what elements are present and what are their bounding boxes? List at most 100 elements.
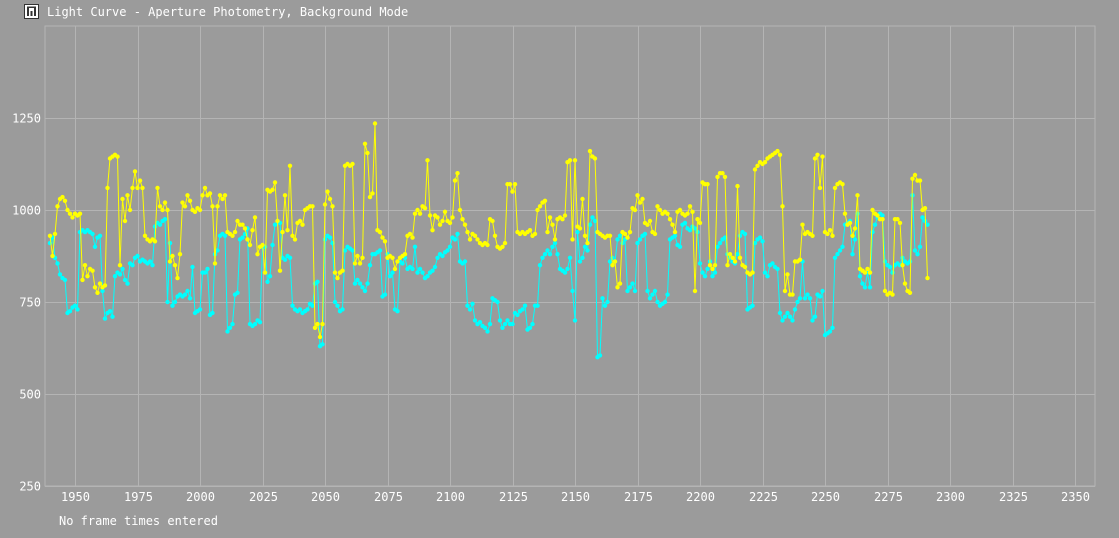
- data-point: [305, 307, 310, 312]
- data-point: [592, 218, 598, 224]
- data-point: [907, 290, 913, 295]
- data-point: [190, 264, 195, 270]
- data-point: [272, 180, 278, 185]
- data-point: [287, 163, 293, 168]
- data-point: [372, 121, 378, 126]
- data-point: [290, 233, 295, 238]
- data-point: [802, 296, 808, 301]
- data-point: [282, 193, 288, 198]
- data-point: [432, 264, 438, 270]
- data-point: [832, 185, 838, 191]
- data-point: [917, 178, 923, 183]
- data-point: [705, 266, 710, 272]
- data-point: [392, 266, 398, 272]
- data-point: [222, 233, 228, 238]
- y-tick-label: 1250: [12, 112, 41, 126]
- data-point: [550, 244, 555, 249]
- data-point: [832, 255, 838, 260]
- data-point: [615, 237, 620, 242]
- data-point: [895, 217, 900, 222]
- data-point: [502, 240, 508, 246]
- data-point: [880, 213, 885, 218]
- data-point: [445, 248, 450, 253]
- data-point: [590, 215, 595, 220]
- data-point: [702, 274, 708, 279]
- data-point: [365, 150, 370, 156]
- data-point: [775, 266, 780, 272]
- data-point: [925, 222, 930, 227]
- series-line: [49, 123, 928, 338]
- data-point: [630, 281, 635, 286]
- data-point: [67, 309, 73, 314]
- data-point: [467, 307, 473, 312]
- data-point: [667, 217, 673, 222]
- data-point: [560, 217, 565, 222]
- data-point: [785, 310, 790, 316]
- data-point: [62, 277, 68, 283]
- data-point: [655, 299, 660, 305]
- data-point: [50, 253, 55, 259]
- data-point: [187, 198, 193, 203]
- data-point: [437, 222, 443, 227]
- data-point: [360, 285, 365, 290]
- data-point: [182, 204, 188, 209]
- data-point: [357, 261, 363, 266]
- data-point: [555, 252, 560, 257]
- data-point: [915, 252, 920, 257]
- data-point: [567, 158, 573, 163]
- data-point: [752, 240, 758, 246]
- data-point: [157, 222, 163, 227]
- data-point: [827, 228, 833, 233]
- data-point: [340, 307, 345, 312]
- data-point: [720, 171, 725, 176]
- x-tick-label: 2175: [624, 490, 653, 504]
- data-point: [830, 233, 835, 238]
- data-point: [527, 325, 533, 330]
- data-point: [292, 237, 298, 242]
- data-point: [545, 229, 550, 235]
- data-point: [117, 263, 123, 268]
- data-point: [605, 299, 610, 305]
- window-title: Light Curve - Aperture Photometry, Backg…: [47, 5, 409, 19]
- data-point: [297, 307, 303, 312]
- data-point: [687, 204, 693, 209]
- data-point: [597, 353, 603, 358]
- data-point: [520, 307, 525, 312]
- data-point: [800, 222, 805, 227]
- data-point: [235, 218, 240, 224]
- data-point: [922, 206, 928, 211]
- data-point: [335, 303, 340, 308]
- data-point: [912, 248, 918, 253]
- data-point: [582, 244, 588, 249]
- data-point: [617, 233, 623, 238]
- data-point: [625, 235, 630, 240]
- data-point: [722, 235, 728, 240]
- x-tick-label: 2300: [936, 490, 965, 504]
- data-point: [67, 211, 73, 216]
- data-point: [175, 275, 180, 281]
- data-point: [705, 182, 710, 187]
- data-point: [80, 277, 85, 283]
- x-tick-label: 2200: [686, 490, 715, 504]
- data-point: [160, 207, 165, 213]
- data-point: [567, 255, 573, 260]
- data-point: [322, 237, 328, 242]
- data-point: [197, 207, 203, 213]
- data-point: [867, 270, 873, 275]
- data-point: [135, 253, 140, 259]
- data-point: [512, 182, 518, 187]
- data-point: [245, 237, 250, 242]
- data-point: [132, 169, 138, 174]
- data-point: [687, 228, 693, 233]
- data-point: [90, 268, 95, 273]
- data-point: [117, 272, 123, 277]
- data-point: [257, 320, 263, 325]
- data-point: [907, 259, 913, 264]
- data-point: [807, 296, 813, 301]
- data-point: [410, 266, 415, 272]
- data-point: [312, 325, 318, 330]
- data-point: [810, 233, 815, 238]
- data-point: [125, 193, 130, 198]
- data-point: [712, 263, 718, 268]
- data-point: [47, 233, 53, 238]
